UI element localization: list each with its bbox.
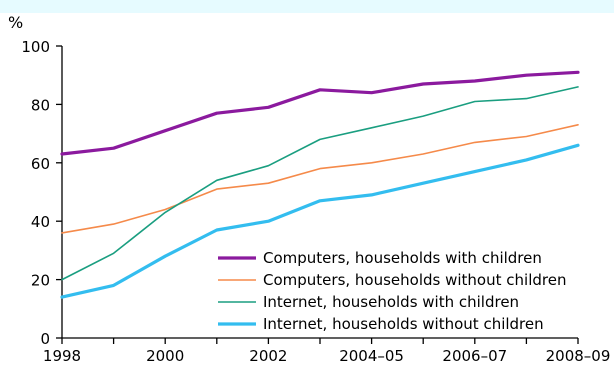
x-tick-label: 2006–07	[442, 347, 507, 365]
x-tick-label: 2004–05	[339, 347, 404, 365]
y-tick-label: 40	[31, 213, 50, 231]
legend-entry: Internet, households without children	[263, 315, 544, 333]
y-tick-label: 20	[31, 272, 50, 290]
y-unit-label: %	[8, 13, 23, 32]
y-tick-label: 100	[21, 38, 50, 56]
axes: 0 20 40 60 80 100 1998 2000 2002 2004–05 2006–07 20…	[21, 38, 610, 365]
series-line	[60, 70, 580, 156]
y-tick-label: 60	[31, 155, 50, 173]
x-tick-label: 1998	[43, 347, 81, 365]
legend-entry: Computers, households without children	[263, 271, 566, 289]
x-tick-label: 2002	[249, 347, 287, 365]
y-tick-label: 0	[40, 330, 50, 348]
y-tick-label: 80	[31, 96, 50, 114]
top-band	[0, 0, 614, 13]
series-line	[60, 143, 580, 299]
series-lines	[60, 70, 580, 299]
x-tick-label: 2000	[146, 347, 184, 365]
x-tick-label: 2008–09	[546, 347, 611, 365]
series-line	[61, 124, 579, 234]
series-line	[61, 86, 579, 281]
legend: Computers, households with children Compu…	[218, 249, 566, 333]
legend-entry: Computers, households with children	[263, 249, 542, 267]
legend-entry: Internet, households with children	[263, 293, 519, 311]
